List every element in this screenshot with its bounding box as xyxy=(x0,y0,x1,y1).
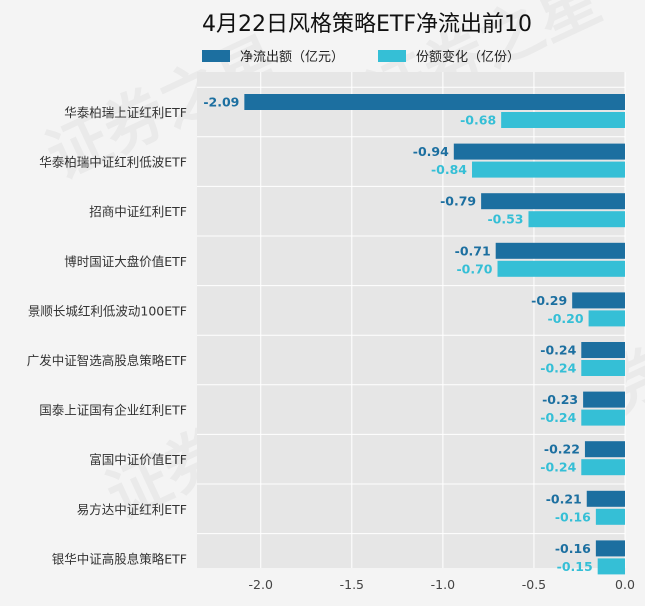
data-label-share-change: -0.24 xyxy=(540,410,576,425)
bar-net-outflow xyxy=(583,391,625,408)
x-tick-label: -1.5 xyxy=(340,577,364,592)
data-label-net-outflow: -0.29 xyxy=(531,293,567,308)
category-label: 景顺长城红利低波动100ETF xyxy=(28,303,187,318)
data-label-share-change: -0.16 xyxy=(555,509,591,524)
data-label-share-change: -0.84 xyxy=(431,162,467,177)
data-label-share-change: -0.20 xyxy=(548,311,584,326)
data-label-share-change: -0.68 xyxy=(460,113,496,128)
legend-label-share-change: 份额变化（亿份） xyxy=(416,49,520,65)
bar-share-change xyxy=(581,360,625,376)
x-tick-label: -0.5 xyxy=(522,577,546,592)
bar-net-outflow xyxy=(572,292,625,309)
legend-swatch-net-outflow xyxy=(202,50,230,62)
category-label: 招商中证红利ETF xyxy=(89,204,187,219)
legend: 净流出额（亿元） 份额变化（亿份） xyxy=(202,49,520,65)
data-label-net-outflow: -0.21 xyxy=(546,491,582,506)
category-label: 银华中证高股息策略ETF xyxy=(52,551,187,566)
data-label-share-change: -0.70 xyxy=(456,261,492,276)
bar-net-outflow xyxy=(244,94,625,110)
x-axis-ticks: -2.0 -1.5 -1.0 -0.5 0.0 xyxy=(249,577,635,592)
bar-share-change xyxy=(528,211,625,228)
x-tick-label: 0.0 xyxy=(615,577,635,592)
bar-share-change xyxy=(501,112,625,128)
data-label-share-change: -0.15 xyxy=(557,559,593,574)
data-label-net-outflow: -0.94 xyxy=(413,144,449,159)
bar-share-change xyxy=(588,310,625,327)
category-label: 广发中证智选高股息策略ETF xyxy=(27,353,187,368)
category-label: 富国中证价值ETF xyxy=(89,452,187,467)
data-label-share-change: -0.24 xyxy=(540,460,576,475)
bar-net-outflow xyxy=(595,540,625,557)
bar-share-change xyxy=(497,260,625,277)
bar-net-outflow xyxy=(495,242,625,259)
category-label: 华泰柏瑞上证红利ETF xyxy=(64,105,187,120)
category-labels: 华泰柏瑞上证红利ETF 华泰柏瑞中证红利低波ETF 招商中证红利ETF 博时国证大盘价… xyxy=(27,105,187,566)
bar-share-change xyxy=(597,558,625,575)
bar-net-outflow xyxy=(584,441,625,458)
bar-net-outflow xyxy=(453,143,625,160)
data-label-net-outflow: -0.71 xyxy=(455,243,491,258)
data-label-share-change: -0.24 xyxy=(540,361,576,376)
bar-share-change xyxy=(595,508,625,525)
x-tick-label: -2.0 xyxy=(249,577,273,592)
data-label-net-outflow: -0.23 xyxy=(542,392,578,407)
category-label: 易方达中证红利ETF xyxy=(77,502,187,517)
legend-swatch-share-change xyxy=(378,50,406,62)
data-label-net-outflow: -0.22 xyxy=(544,442,580,457)
data-label-share-change: -0.53 xyxy=(487,212,523,227)
data-label-net-outflow: -2.09 xyxy=(203,95,239,110)
category-label: 国泰上证国有企业红利ETF xyxy=(39,403,187,418)
category-label: 博时国证大盘价值ETF xyxy=(64,254,187,269)
chart-title: 4月22日风格策略ETF净流出前10 xyxy=(202,12,532,37)
bar-share-change xyxy=(581,459,625,476)
bar-share-change xyxy=(472,161,625,178)
bar-net-outflow xyxy=(481,193,625,210)
bars: -2.09 -0.68 -0.94 -0.84 -0.79 -0.53 -0.71 -0.70… xyxy=(203,94,625,575)
bar-share-change xyxy=(581,409,625,426)
data-label-net-outflow: -0.16 xyxy=(555,541,591,556)
data-label-net-outflow: -0.79 xyxy=(440,194,476,209)
x-tick-label: -1.0 xyxy=(431,577,455,592)
bar-net-outflow xyxy=(586,490,625,507)
bar-net-outflow xyxy=(581,342,625,358)
data-label-net-outflow: -0.24 xyxy=(540,343,576,358)
category-label: 华泰柏瑞中证红利低波ETF xyxy=(39,155,187,170)
legend-label-net-outflow: 净流出额（亿元） xyxy=(240,50,344,65)
gridlines xyxy=(197,72,626,568)
